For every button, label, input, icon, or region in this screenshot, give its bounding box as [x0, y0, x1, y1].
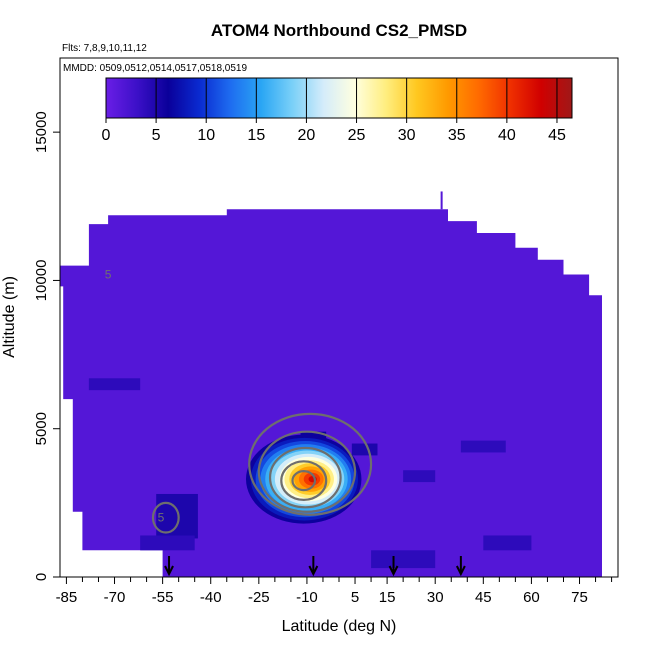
contour-line: [268, 446, 342, 509]
flights-note: Flts: 7,8,9,10,11,12: [62, 43, 147, 54]
flight-arrow: [455, 556, 466, 577]
colorbar-tick-label: 20: [298, 127, 316, 144]
colorbar-tick-label: 25: [348, 127, 366, 144]
contour-label: 5: [105, 267, 112, 281]
y-tick-label: 10000: [33, 260, 50, 302]
top-spike: [440, 191, 443, 210]
heatmap-layer: [60, 191, 602, 578]
x-tick-label: -10: [296, 589, 318, 606]
arrow-layer: [164, 556, 466, 577]
heatmap-cell: [371, 550, 436, 569]
colorbar: 0 5 10 15 20 25 30 35 40 45: [102, 77, 573, 144]
flight-arrow: [308, 556, 319, 577]
contour-line: [280, 460, 328, 501]
y-tick-label: 0: [33, 573, 50, 581]
data-domain: [60, 209, 602, 578]
x-tick-label: 45: [475, 589, 492, 606]
x-tick-label: 15: [379, 589, 396, 606]
y-tick-label: 5000: [33, 412, 50, 445]
colorbar-tick-label: 15: [247, 127, 265, 144]
flight-arrow: [388, 556, 399, 577]
x-tick-label: -70: [104, 589, 126, 606]
colorbar-tick-label: 30: [398, 127, 416, 144]
y-axis-label: Altitude (m): [1, 276, 18, 358]
plot-area: 55 0 5 10 15 20 25 30 35 40 45 MMDD: 0509,0512,05…: [59, 57, 619, 578]
chart-title: ATOM4 Northbound CS2_PMSD: [211, 21, 467, 40]
colorbar-tick-label: 0: [102, 127, 111, 144]
heatmap-cell: [460, 440, 506, 453]
x-tick-label: 30: [427, 589, 444, 606]
heatmap-cell: [140, 535, 195, 551]
colorbar-tick-label: 35: [448, 127, 466, 144]
colorbar-tick-label: 40: [498, 127, 516, 144]
heatmap-cell: [403, 470, 436, 483]
x-axis: -85 -70 -55 -40 -25 -10 5 15 30 45 60 75: [56, 577, 613, 606]
heatmap-cell: [156, 493, 198, 539]
x-tick-label: 60: [523, 589, 540, 606]
x-axis-label: Latitude (deg N): [282, 618, 397, 635]
colorbar-tick-label: 45: [548, 127, 566, 144]
colorbar-tick-label: 5: [152, 127, 161, 144]
x-tick-label: -85: [56, 589, 78, 606]
y-axis: 0 5000 10000 15000: [33, 111, 60, 581]
contour-layer: 55: [105, 267, 373, 534]
contour-line: [151, 501, 180, 534]
x-tick-label: -40: [200, 589, 222, 606]
x-tick-label: 75: [571, 589, 588, 606]
colorbar-gradient: [105, 77, 573, 119]
heatmap-cell: [88, 378, 141, 391]
heatmap-cell: [351, 443, 378, 456]
x-tick-label: -25: [248, 589, 270, 606]
x-tick-label: 5: [351, 589, 359, 606]
contour-line: [291, 470, 317, 492]
y-tick-label: 15000: [33, 111, 50, 153]
flight-arrow: [164, 556, 174, 577]
x-tick-label: -55: [152, 589, 174, 606]
contour-line: [257, 430, 357, 513]
heatmap-cell: [483, 535, 532, 551]
colorbar-tick-label: 10: [197, 127, 215, 144]
contour-line: [248, 412, 373, 516]
dates-note: MMDD: 0509,0512,0514,0517,0518,0519: [63, 63, 247, 74]
contour-label: 5: [158, 511, 165, 525]
